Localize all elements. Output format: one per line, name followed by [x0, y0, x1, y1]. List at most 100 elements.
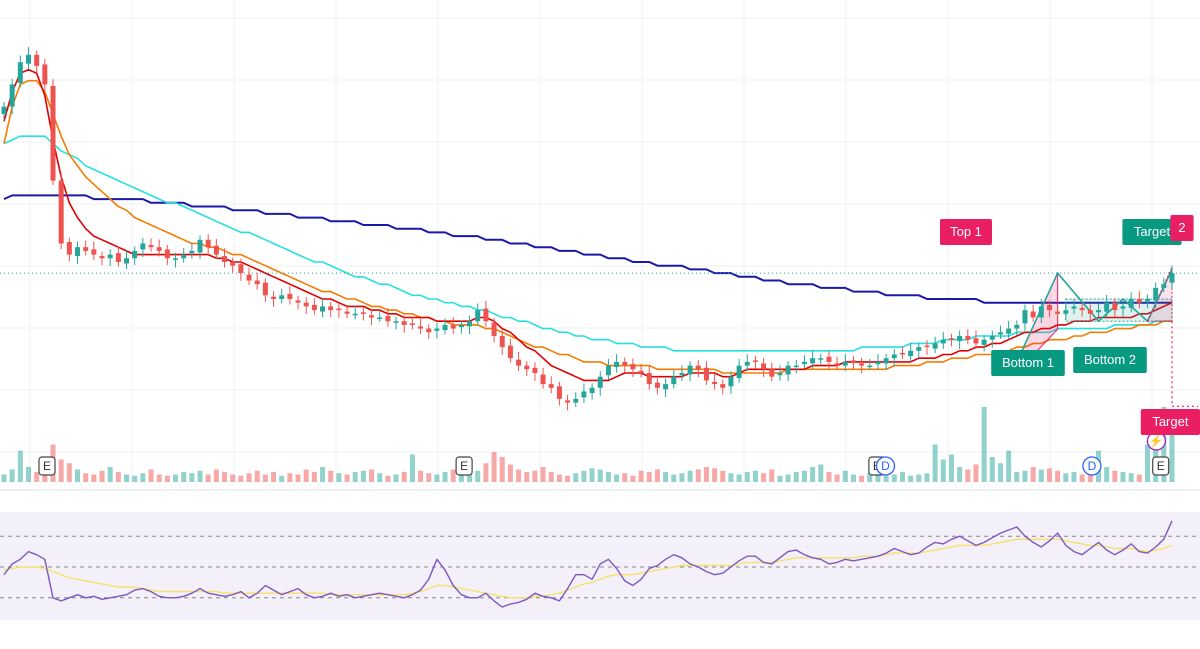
candle-body: [695, 365, 701, 370]
volume-bar: [801, 470, 807, 482]
volume-bars: [1, 407, 1175, 482]
candle-body: [246, 274, 252, 281]
volume-bar: [83, 473, 89, 482]
volume-bar: [548, 472, 554, 482]
candle-body: [173, 258, 179, 260]
dividend-marker-label: D: [881, 459, 890, 473]
candle-body: [385, 316, 391, 322]
candle-body: [1055, 311, 1061, 314]
candle-body: [1144, 299, 1150, 302]
volume-bar: [989, 457, 995, 482]
candle-body: [1120, 306, 1126, 309]
rsi-band: [0, 512, 1200, 620]
candle-body: [785, 365, 791, 375]
candle-body: [948, 338, 954, 340]
volume-bar: [1030, 467, 1036, 482]
candle-body: [458, 324, 464, 328]
volume-bar: [295, 474, 301, 482]
volume-bar: [164, 475, 170, 482]
volume-bar: [418, 470, 424, 482]
volume-bar: [17, 450, 23, 482]
volume-bar: [140, 473, 146, 482]
candle-body: [1169, 273, 1175, 283]
candle-body: [524, 365, 530, 370]
annotation-box: [1170, 215, 1194, 241]
candle-body: [34, 54, 40, 66]
candle-body: [1079, 307, 1085, 311]
volume-bar: [1153, 419, 1159, 482]
volume-bar: [810, 467, 816, 482]
earnings-marker-label: E: [1157, 459, 1165, 473]
candle-body: [124, 258, 130, 264]
volume-bar: [654, 469, 660, 482]
volume-bar: [679, 473, 685, 482]
volume-bar: [752, 470, 758, 482]
candle-body: [66, 242, 72, 255]
candle-body: [491, 322, 497, 336]
candle-body: [148, 244, 154, 248]
rsi-line: [3, 520, 1173, 608]
earnings-marker-label: E: [43, 459, 51, 473]
candle-body: [581, 391, 587, 398]
volume-bar: [409, 454, 415, 482]
volume-bar: [115, 472, 121, 482]
volume-bar: [148, 469, 154, 482]
volume-bar: [442, 472, 448, 482]
volume-bar: [646, 472, 652, 482]
candle-body: [262, 282, 268, 296]
volume-bar: [311, 472, 317, 482]
candlesticks: [1, 47, 1175, 411]
candle-body: [883, 358, 889, 364]
candle-body: [573, 398, 579, 403]
volume-bar: [793, 472, 799, 482]
volume-bar: [9, 469, 15, 482]
candle-body: [850, 360, 856, 362]
volume-bar: [320, 467, 326, 482]
annotation-box: [991, 350, 1065, 376]
pattern-labels: Top 1 Bottom 1 Bottom 2 Target Target 2: [940, 215, 1200, 435]
candle-body: [352, 313, 358, 316]
volume-bar: [1071, 472, 1077, 482]
volume-bar: [369, 469, 375, 482]
volume-bar: [973, 464, 979, 482]
candle-body: [908, 350, 914, 356]
candle-body: [899, 353, 905, 355]
volume-bar: [524, 472, 530, 482]
annotation-box: [1122, 219, 1182, 245]
volume-bar: [344, 474, 350, 482]
volume-bar: [573, 473, 579, 482]
volume-bar: [99, 470, 105, 482]
ma-mid-line: [3, 79, 1172, 374]
volume-bar: [785, 474, 791, 482]
volume-bar: [189, 473, 195, 482]
candle-body: [818, 358, 824, 360]
volume-bar: [769, 469, 775, 482]
volume-bar: [222, 472, 228, 482]
candle-body: [311, 304, 317, 311]
volume-bar: [197, 470, 203, 482]
volume-bar: [124, 474, 130, 482]
earnings-marker-box: [38, 456, 56, 476]
candle-body: [434, 328, 440, 331]
annotation-box: [940, 219, 992, 245]
volume-bar: [450, 469, 456, 482]
candle-body: [83, 247, 89, 251]
candle-body: [205, 239, 211, 248]
volume-bar: [246, 473, 252, 482]
ma-long-line: [3, 194, 1172, 304]
volume-bar: [712, 468, 718, 482]
candle-body: [973, 338, 979, 344]
candle-body: [687, 365, 693, 375]
volume-bar: [181, 472, 187, 482]
volume-bar: [720, 470, 726, 482]
volume-bar: [1022, 470, 1028, 482]
candle-body: [99, 256, 105, 259]
candle-body: [401, 321, 407, 325]
volume-bar: [532, 470, 538, 482]
candle-body: [1104, 302, 1110, 312]
candle-body: [1071, 306, 1077, 309]
candle-body: [1095, 310, 1101, 313]
volume-bar: [687, 470, 693, 482]
